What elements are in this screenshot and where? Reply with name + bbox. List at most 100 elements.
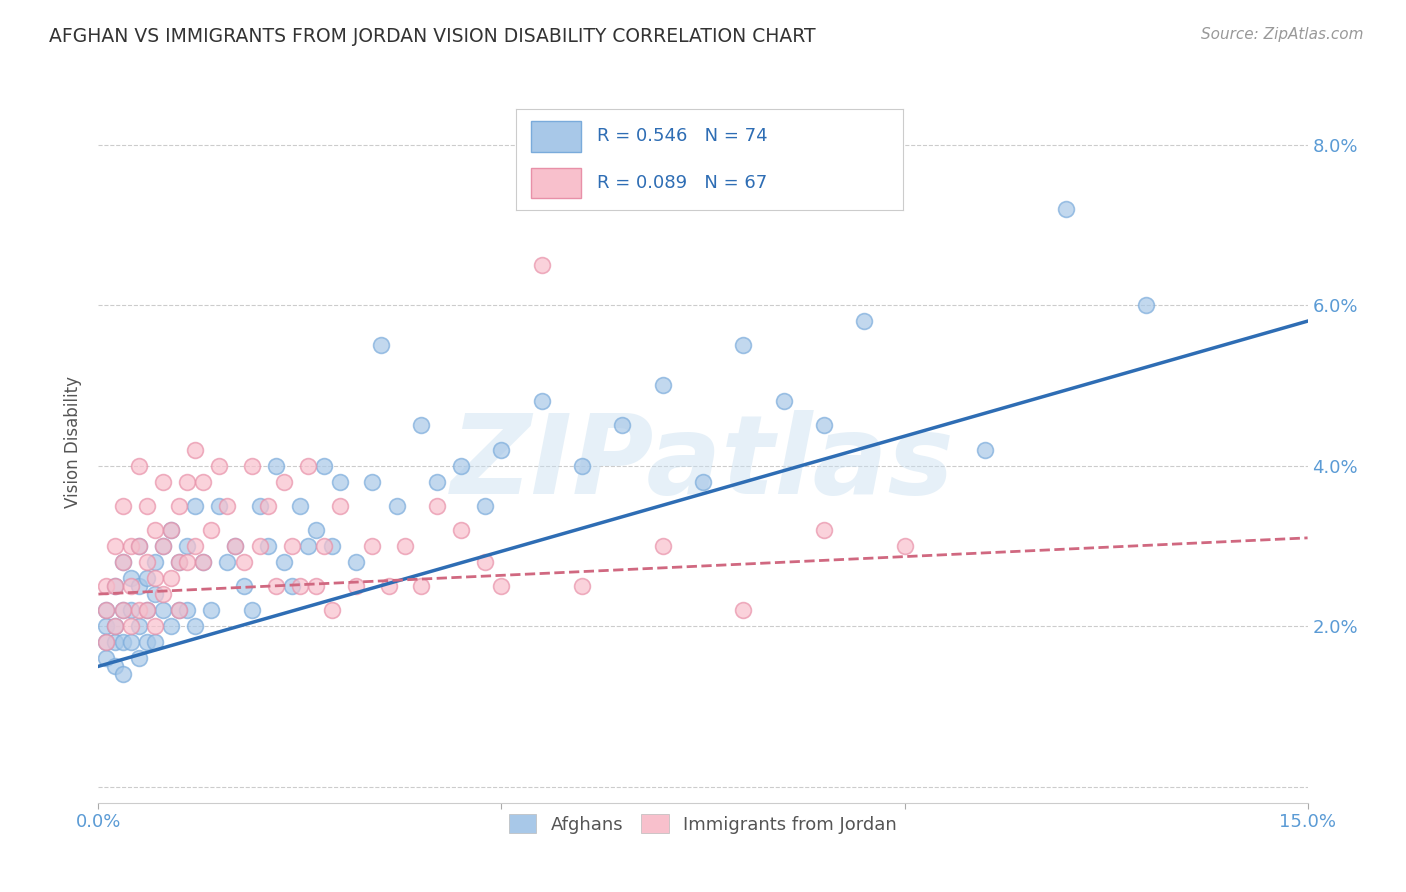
Point [240,458,263,473]
Point [103,659,125,673]
Point [184,442,207,457]
Point [305,523,328,537]
Point [733,338,755,352]
Point [224,539,246,553]
Point [143,635,166,649]
Text: AFGHAN VS IMMIGRANTS FROM JORDAN VISION DISABILITY CORRELATION CHART: AFGHAN VS IMMIGRANTS FROM JORDAN VISION … [49,27,815,45]
Point [409,418,432,433]
Point [612,418,634,433]
Point [111,555,134,569]
Text: Source: ZipAtlas.com: Source: ZipAtlas.com [1201,27,1364,42]
Point [256,539,278,553]
Point [733,603,755,617]
Point [974,442,997,457]
Point [128,603,150,617]
Point [692,475,714,489]
Point [281,579,304,593]
Point [329,499,352,513]
Point [193,475,215,489]
Point [96,603,118,617]
Point [208,458,231,473]
Legend: Afghans, Immigrants from Jordan: Afghans, Immigrants from Jordan [502,807,904,841]
Point [273,555,295,569]
Point [184,539,207,553]
Point [176,539,198,553]
Point [176,475,198,489]
Point [305,579,328,593]
Point [813,523,835,537]
Point [893,539,915,553]
Point [176,603,198,617]
Point [128,458,150,473]
Point [96,579,118,593]
Point [167,499,190,513]
Point [377,579,399,593]
Point [264,458,287,473]
Point [450,523,472,537]
Point [491,579,513,593]
Point [200,603,222,617]
Point [135,603,157,617]
Point [167,555,190,569]
Point [651,539,673,553]
Point [111,555,134,569]
Point [361,475,384,489]
Point [103,579,125,593]
Point [249,499,271,513]
Point [344,555,367,569]
Point [224,539,246,553]
Point [1135,298,1157,312]
Point [232,555,254,569]
Point [329,475,352,489]
Point [184,499,207,513]
Point [96,635,118,649]
Point [128,579,150,593]
Point [120,635,142,649]
Point [152,603,174,617]
Point [128,619,150,633]
Point [193,555,215,569]
Point [103,635,125,649]
Point [288,579,311,593]
Point [217,499,239,513]
Point [120,619,142,633]
Point [232,579,254,593]
Point [571,458,593,473]
Point [370,338,392,352]
Point [120,539,142,553]
Point [103,619,125,633]
Point [474,555,496,569]
Point [103,619,125,633]
Point [128,539,150,553]
Point [135,499,157,513]
Point [314,539,336,553]
Point [135,555,157,569]
Point [385,499,408,513]
Point [426,499,449,513]
Point [297,458,319,473]
Point [176,555,198,569]
Point [96,651,118,665]
Point [120,579,142,593]
Point [409,579,432,593]
Point [152,539,174,553]
Point [491,442,513,457]
Point [314,458,336,473]
Point [288,499,311,513]
Point [321,603,343,617]
Point [167,555,190,569]
Point [193,555,215,569]
Point [651,378,673,392]
Point [160,619,183,633]
Point [167,603,190,617]
Point [135,571,157,585]
Text: ZIPatlas: ZIPatlas [451,409,955,516]
Point [208,499,231,513]
Point [96,635,118,649]
Point [264,579,287,593]
Point [111,499,134,513]
Point [200,523,222,537]
Point [184,619,207,633]
Point [217,555,239,569]
Point [853,314,876,328]
